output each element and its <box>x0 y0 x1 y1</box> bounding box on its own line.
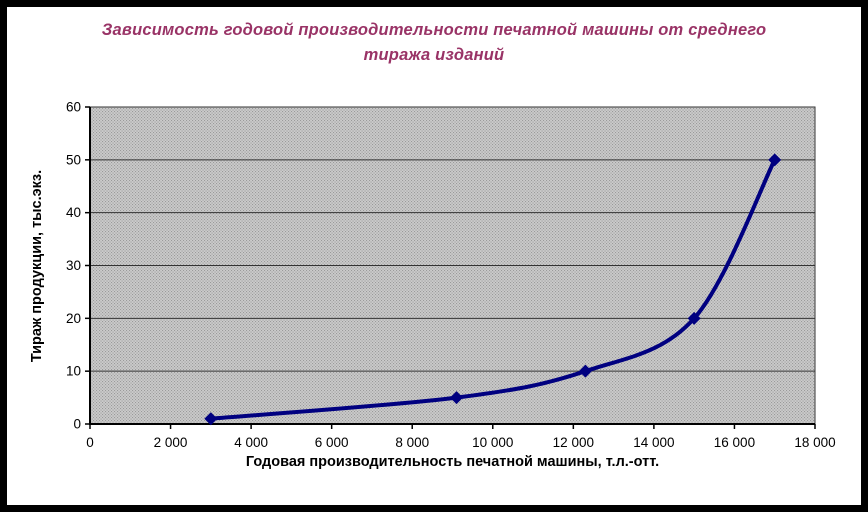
x-axis-title: Годовая производительность печатной маши… <box>245 454 660 470</box>
x-tick-label: 0 <box>86 435 94 450</box>
chart-title-line-1: Зависимость годовой производительности п… <box>101 21 767 39</box>
x-tick-label: 2 000 <box>154 435 188 450</box>
data-point-marker <box>450 391 464 405</box>
x-tick-label: 12 000 <box>553 435 594 450</box>
y-tick-label: 10 <box>66 364 81 379</box>
y-tick-label: 30 <box>66 258 81 273</box>
x-tick-label: 10 000 <box>472 435 513 450</box>
x-tick-label: 14 000 <box>633 435 674 450</box>
data-point-marker <box>204 412 218 426</box>
y-tick-label: 0 <box>73 417 81 432</box>
chart-title-line-2: тиража изданий <box>363 46 505 64</box>
x-tick-label: 8 000 <box>395 435 429 450</box>
y-tick-label: 40 <box>66 205 81 220</box>
y-tick-label: 50 <box>66 152 81 167</box>
x-tick-label: 4 000 <box>234 435 268 450</box>
chart-title: Зависимость годовой производительности п… <box>0 18 868 68</box>
y-axis-title: Тираж продукции, тыс.экз. <box>29 169 45 363</box>
data-point-marker <box>578 364 592 378</box>
data-point-marker <box>768 153 782 167</box>
y-tick-label: 60 <box>66 100 81 115</box>
x-tick-label: 16 000 <box>714 435 755 450</box>
x-tick-label: 6 000 <box>315 435 349 450</box>
y-tick-label: 20 <box>66 311 81 326</box>
data-point-marker <box>687 311 701 325</box>
x-tick-label: 18 000 <box>794 435 835 450</box>
